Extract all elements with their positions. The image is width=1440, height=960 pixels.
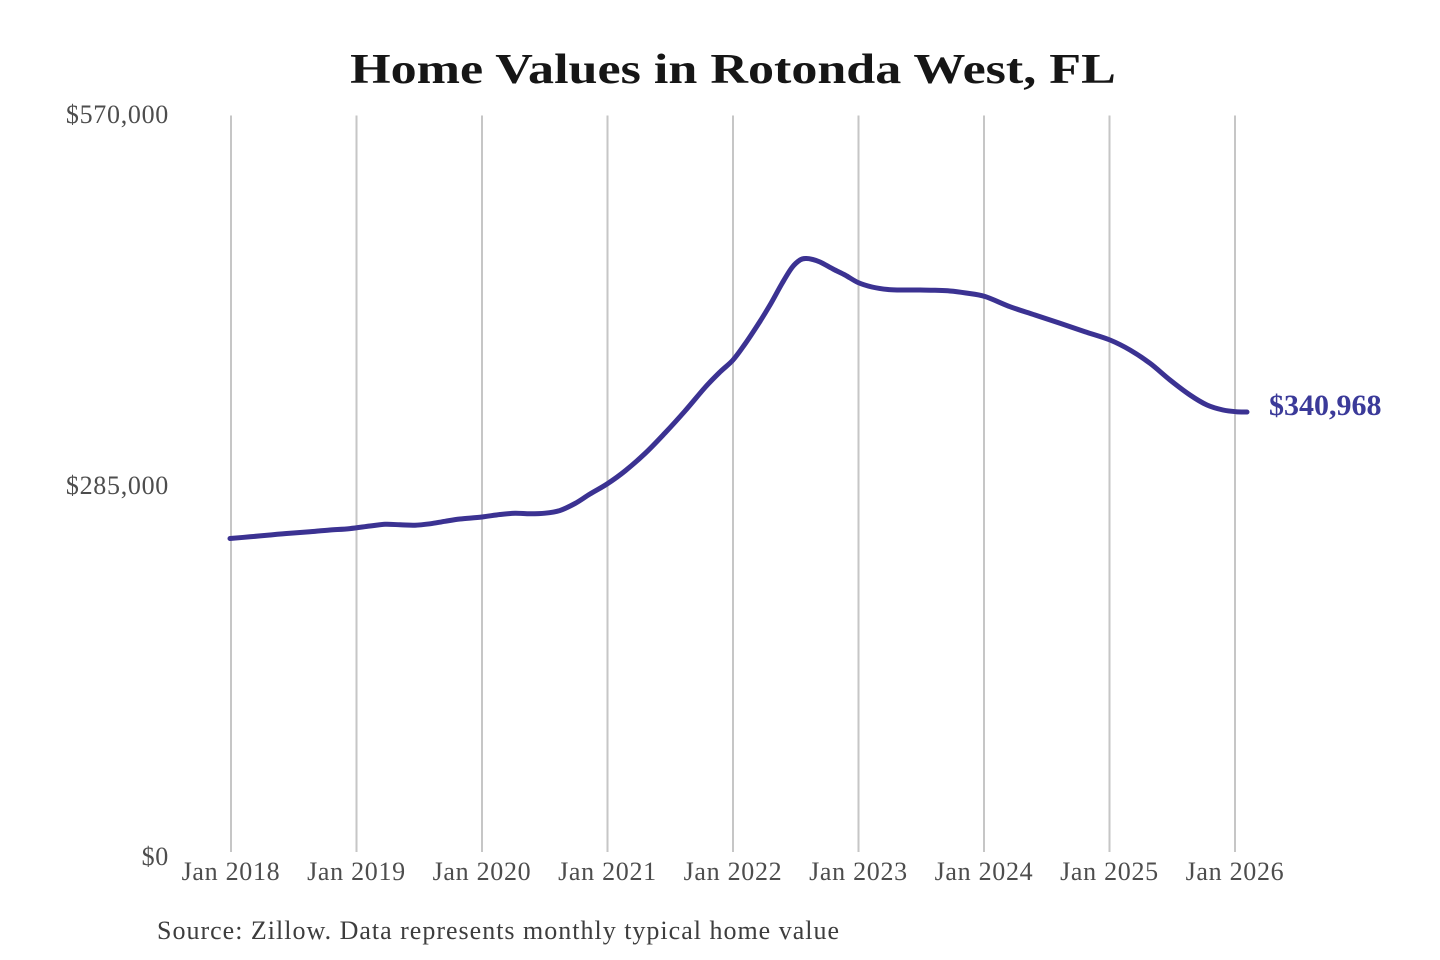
svg-text:Jan 2023: Jan 2023 <box>809 857 908 886</box>
svg-text:Jan 2021: Jan 2021 <box>558 857 657 886</box>
svg-text:Jan 2026: Jan 2026 <box>1186 857 1285 886</box>
svg-text:Jan 2018: Jan 2018 <box>182 857 281 886</box>
svg-text:Home Values in Rotonda West, F: Home Values in Rotonda West, FL <box>350 47 1116 93</box>
svg-text:Jan 2024: Jan 2024 <box>935 857 1034 886</box>
svg-text:Source: Zillow. Data represent: Source: Zillow. Data represents monthly … <box>157 916 840 945</box>
svg-text:$570,000: $570,000 <box>66 100 169 129</box>
svg-text:$340,968: $340,968 <box>1269 389 1382 422</box>
svg-text:Jan 2022: Jan 2022 <box>684 857 783 886</box>
svg-text:Jan 2019: Jan 2019 <box>307 857 406 886</box>
svg-text:Jan 2025: Jan 2025 <box>1060 857 1159 886</box>
svg-text:Jan 2020: Jan 2020 <box>433 857 532 886</box>
svg-text:$285,000: $285,000 <box>66 471 169 500</box>
svg-text:$0: $0 <box>142 842 169 871</box>
